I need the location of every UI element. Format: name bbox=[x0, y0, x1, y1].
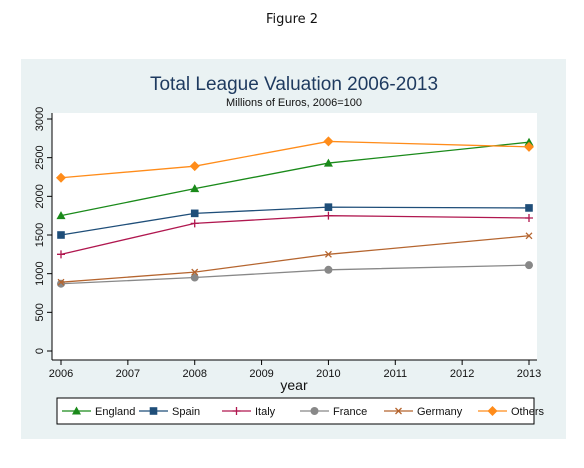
legend-label: Spain bbox=[172, 406, 200, 418]
data-point-germany bbox=[525, 232, 533, 240]
legend-item-italy: Italy bbox=[222, 406, 276, 418]
series-line-germany bbox=[60, 235, 530, 283]
data-point-england bbox=[323, 158, 333, 167]
series-france bbox=[57, 261, 533, 288]
data-point-italy bbox=[525, 213, 533, 222]
legend-item-others: Others bbox=[478, 406, 545, 418]
x-axis-label: year bbox=[280, 377, 308, 393]
data-point-spain bbox=[324, 203, 333, 211]
y-tick-label: 0 bbox=[34, 348, 46, 354]
y-tick-label: 2000 bbox=[34, 184, 46, 208]
data-point-england bbox=[524, 137, 534, 146]
x-tick-label: 2010 bbox=[316, 368, 340, 380]
series-line-others bbox=[60, 140, 530, 179]
x-axis-ticks: 2006 2007 2008 2009 2010 2011 2012 2013 bbox=[49, 360, 541, 380]
data-point-italy bbox=[57, 250, 65, 259]
legend: England Spain Italy France Germany Others bbox=[62, 406, 545, 418]
data-point-germany bbox=[57, 278, 65, 286]
data-point-spain bbox=[190, 209, 199, 218]
series-line-england bbox=[60, 141, 530, 217]
x-tick-label: 2006 bbox=[49, 368, 73, 380]
data-point-france bbox=[57, 279, 65, 288]
y-tick-label: 2500 bbox=[34, 145, 46, 169]
chart-title: Total League Valuation 2006-2013 bbox=[150, 74, 438, 95]
legend-marker-england bbox=[72, 406, 81, 415]
legend-marker-spain bbox=[149, 407, 158, 415]
data-point-italy bbox=[190, 219, 199, 228]
x-tick-label: 2011 bbox=[383, 368, 407, 380]
data-point-spain bbox=[525, 204, 533, 212]
legend-label: France bbox=[333, 406, 367, 418]
y-tick-label: 1500 bbox=[34, 223, 46, 247]
y-tick-label: 3000 bbox=[34, 107, 46, 131]
data-point-france bbox=[525, 261, 533, 270]
data-point-others bbox=[189, 161, 200, 172]
x-tick-label: 2013 bbox=[517, 368, 541, 380]
legend-label: Others bbox=[511, 406, 545, 418]
series-others bbox=[56, 136, 534, 183]
data-point-france bbox=[324, 265, 333, 274]
data-point-england bbox=[56, 211, 66, 220]
series-layer bbox=[56, 136, 534, 288]
legend-box bbox=[56, 397, 535, 425]
plot-area bbox=[52, 113, 537, 360]
legend-item-spain: Spain bbox=[139, 406, 200, 418]
legend-item-england: England bbox=[62, 406, 135, 418]
legend-label: Germany bbox=[417, 406, 463, 418]
x-tick-label: 2008 bbox=[182, 368, 206, 380]
series-italy bbox=[57, 211, 533, 259]
legend-item-france: France bbox=[300, 406, 367, 418]
series-germany bbox=[57, 232, 533, 286]
data-point-germany bbox=[324, 250, 332, 258]
x-tick-label: 2012 bbox=[450, 368, 474, 380]
data-point-england bbox=[190, 184, 200, 193]
data-point-germany bbox=[191, 268, 199, 276]
data-point-italy bbox=[324, 211, 333, 220]
chart-subtitle: Millions of Euros, 2006=100 bbox=[226, 97, 362, 109]
legend-marker-france bbox=[310, 407, 319, 415]
data-point-others bbox=[524, 141, 534, 152]
y-axis-ticks: 0 500 1000 1500 2000 2500 3000 bbox=[34, 107, 52, 354]
data-point-others bbox=[56, 172, 66, 183]
series-line-italy bbox=[60, 215, 530, 255]
x-tick-label: 2009 bbox=[249, 368, 273, 380]
legend-marker-germany bbox=[395, 407, 402, 415]
legend-label: Italy bbox=[255, 406, 276, 418]
x-tick-label: 2007 bbox=[116, 368, 140, 380]
series-line-france bbox=[60, 264, 530, 285]
data-point-france bbox=[190, 273, 199, 282]
legend-item-germany: Germany bbox=[384, 406, 463, 418]
data-point-spain bbox=[57, 231, 65, 239]
series-england bbox=[56, 137, 534, 220]
data-point-others bbox=[323, 136, 334, 147]
y-tick-label: 500 bbox=[34, 303, 46, 321]
y-tick-label: 1000 bbox=[34, 261, 46, 285]
figure-label: Figure 2 bbox=[265, 12, 319, 27]
series-line-spain bbox=[60, 206, 530, 236]
legend-marker-italy bbox=[232, 407, 241, 415]
series-spain bbox=[57, 203, 533, 239]
legend-label: England bbox=[95, 406, 135, 418]
legend-marker-others bbox=[487, 406, 498, 416]
